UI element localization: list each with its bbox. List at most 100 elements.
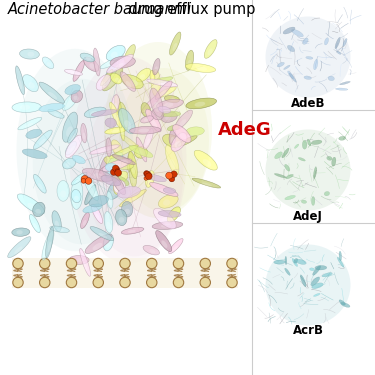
Ellipse shape: [50, 226, 69, 232]
Ellipse shape: [118, 176, 123, 181]
Ellipse shape: [337, 257, 344, 267]
Ellipse shape: [149, 77, 173, 84]
Ellipse shape: [18, 80, 22, 90]
Ellipse shape: [119, 68, 209, 212]
Ellipse shape: [106, 242, 111, 248]
Ellipse shape: [16, 230, 23, 234]
Ellipse shape: [162, 217, 171, 225]
Ellipse shape: [327, 156, 332, 160]
Circle shape: [120, 277, 130, 288]
Ellipse shape: [153, 58, 160, 75]
Ellipse shape: [42, 230, 54, 260]
Ellipse shape: [186, 127, 204, 136]
Ellipse shape: [155, 81, 172, 99]
Ellipse shape: [104, 60, 119, 86]
Ellipse shape: [80, 248, 90, 276]
Ellipse shape: [162, 112, 177, 122]
Text: AdeJ: AdeJ: [293, 210, 323, 223]
Ellipse shape: [136, 137, 147, 162]
Ellipse shape: [335, 38, 340, 49]
Ellipse shape: [114, 95, 122, 116]
Ellipse shape: [195, 102, 205, 107]
Ellipse shape: [156, 87, 176, 98]
Ellipse shape: [274, 152, 282, 159]
Ellipse shape: [302, 140, 307, 149]
Ellipse shape: [149, 249, 155, 253]
Ellipse shape: [14, 246, 22, 254]
Ellipse shape: [311, 196, 315, 206]
Ellipse shape: [285, 268, 290, 275]
Ellipse shape: [66, 126, 73, 137]
Circle shape: [85, 178, 92, 184]
Circle shape: [66, 258, 77, 269]
Ellipse shape: [120, 189, 146, 207]
Ellipse shape: [177, 136, 197, 147]
Ellipse shape: [57, 228, 64, 231]
Ellipse shape: [170, 98, 176, 101]
Ellipse shape: [170, 159, 176, 170]
Ellipse shape: [285, 164, 290, 171]
Ellipse shape: [116, 186, 122, 191]
Ellipse shape: [105, 118, 117, 128]
Ellipse shape: [150, 183, 178, 196]
Ellipse shape: [202, 183, 212, 186]
Ellipse shape: [332, 157, 336, 166]
Ellipse shape: [33, 130, 52, 149]
Ellipse shape: [294, 258, 298, 263]
Ellipse shape: [163, 200, 170, 206]
Ellipse shape: [111, 51, 118, 58]
Ellipse shape: [39, 104, 64, 112]
Ellipse shape: [111, 94, 119, 112]
Ellipse shape: [294, 144, 299, 148]
Ellipse shape: [284, 65, 290, 70]
Ellipse shape: [130, 80, 138, 86]
Circle shape: [147, 258, 157, 269]
Ellipse shape: [203, 159, 211, 167]
Circle shape: [81, 176, 88, 183]
Ellipse shape: [170, 139, 177, 146]
Ellipse shape: [107, 62, 116, 66]
Ellipse shape: [285, 195, 296, 200]
Ellipse shape: [39, 139, 45, 146]
Circle shape: [200, 277, 210, 288]
Ellipse shape: [304, 76, 311, 79]
Ellipse shape: [161, 224, 172, 228]
Ellipse shape: [289, 73, 297, 82]
Ellipse shape: [134, 147, 147, 158]
Ellipse shape: [120, 72, 135, 92]
Circle shape: [115, 169, 119, 172]
Ellipse shape: [48, 242, 51, 252]
Ellipse shape: [100, 69, 113, 86]
Ellipse shape: [156, 99, 183, 109]
Ellipse shape: [76, 178, 81, 183]
Ellipse shape: [112, 174, 126, 195]
Circle shape: [13, 277, 23, 288]
Ellipse shape: [112, 154, 135, 165]
Ellipse shape: [16, 49, 134, 251]
Ellipse shape: [12, 102, 41, 112]
Text: drug efflux pump: drug efflux pump: [124, 2, 255, 17]
Circle shape: [81, 178, 86, 183]
Ellipse shape: [108, 200, 111, 206]
Ellipse shape: [117, 186, 141, 198]
Ellipse shape: [158, 195, 178, 208]
Ellipse shape: [283, 27, 295, 34]
Ellipse shape: [154, 102, 160, 112]
Ellipse shape: [153, 82, 158, 92]
Ellipse shape: [110, 102, 122, 128]
Ellipse shape: [69, 255, 89, 264]
Ellipse shape: [151, 120, 157, 128]
Ellipse shape: [48, 92, 57, 99]
Ellipse shape: [169, 129, 176, 145]
Circle shape: [227, 258, 237, 269]
Ellipse shape: [71, 172, 87, 185]
Ellipse shape: [26, 129, 42, 138]
Ellipse shape: [136, 68, 151, 82]
Text: AdeB: AdeB: [291, 97, 325, 110]
Ellipse shape: [122, 75, 143, 89]
Ellipse shape: [336, 88, 348, 90]
Ellipse shape: [85, 234, 112, 254]
Ellipse shape: [285, 256, 287, 265]
Circle shape: [115, 170, 122, 176]
Ellipse shape: [62, 112, 78, 142]
